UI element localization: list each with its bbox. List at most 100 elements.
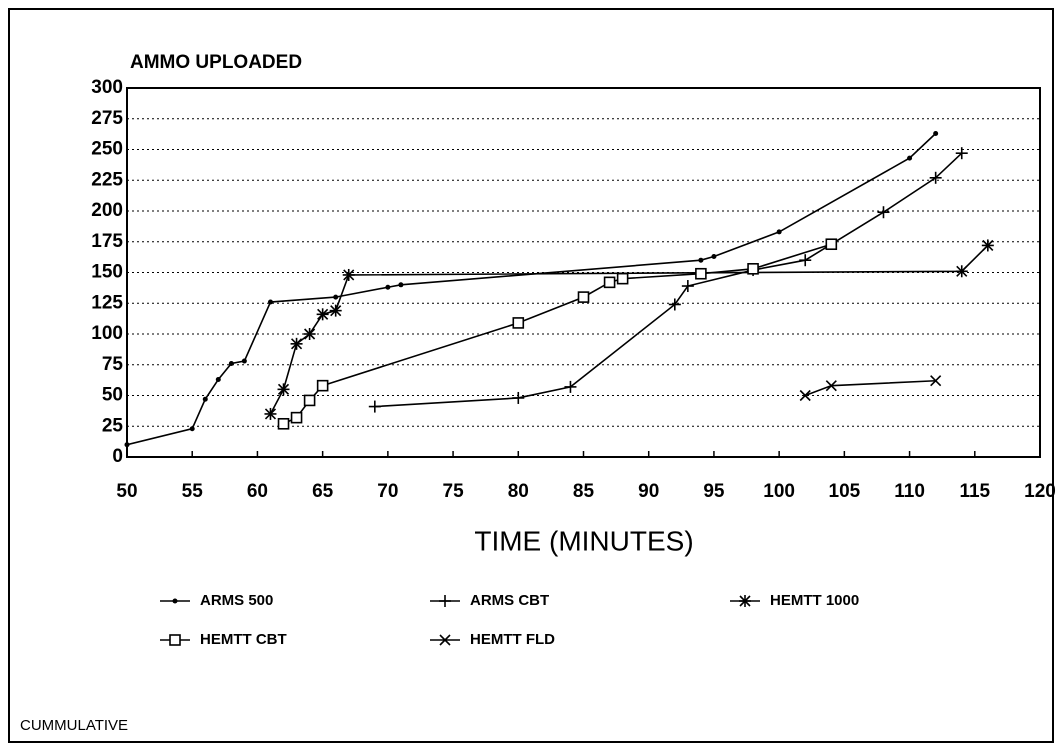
x-tick-label: 120 xyxy=(1024,481,1056,502)
marker xyxy=(215,377,221,383)
marker-square xyxy=(290,411,303,424)
y-tick-label: 275 xyxy=(91,108,123,129)
marker xyxy=(439,634,451,646)
marker-dot xyxy=(267,299,273,305)
y-tick-label: 75 xyxy=(102,354,124,375)
marker-stroke xyxy=(277,383,290,395)
marker xyxy=(398,282,404,288)
marker-square xyxy=(616,272,629,285)
legend-label: HEMTT 1000 xyxy=(770,592,859,609)
marker xyxy=(189,426,195,432)
marker xyxy=(333,294,339,300)
x-tick-label: 90 xyxy=(638,481,659,502)
legend-entry: ARMS CBT xyxy=(430,592,549,609)
marker-dot xyxy=(698,257,704,263)
marker xyxy=(668,298,681,311)
marker xyxy=(316,379,329,392)
x-tick-label: 80 xyxy=(508,481,529,502)
marker-square xyxy=(695,267,707,280)
x-axis-label: TIME (MINUTES) xyxy=(474,525,693,556)
y-tick-label: 300 xyxy=(91,77,123,98)
marker-square xyxy=(277,417,290,430)
plot-area xyxy=(126,87,1041,458)
marker xyxy=(616,272,629,285)
marker xyxy=(681,280,694,293)
marker-stroke xyxy=(290,338,303,350)
x-tick-label: 60 xyxy=(247,481,268,502)
marker-stroke xyxy=(930,375,942,387)
marker xyxy=(385,284,391,290)
marker-stroke xyxy=(956,265,968,277)
y-tick-label: 100 xyxy=(91,323,123,344)
marker xyxy=(930,375,942,387)
marker-dot xyxy=(776,229,782,235)
marker-square xyxy=(747,263,759,275)
x-tick-label: 75 xyxy=(443,481,465,502)
marker-square xyxy=(303,394,316,407)
marker-dot xyxy=(385,284,391,290)
marker xyxy=(342,268,355,281)
marker-stroke xyxy=(304,328,316,340)
marker xyxy=(907,155,913,161)
marker-dot xyxy=(907,155,913,161)
marker xyxy=(439,595,451,607)
marker xyxy=(124,442,130,448)
legend-entry: HEMTT FLD xyxy=(430,631,555,648)
marker xyxy=(776,229,782,235)
y-tick-label: 125 xyxy=(91,292,123,313)
marker xyxy=(929,171,942,184)
legend-entry: HEMTT 1000 xyxy=(730,592,859,609)
marker-stroke xyxy=(343,269,355,281)
frame xyxy=(8,8,1054,743)
marker-dot xyxy=(398,282,404,288)
marker xyxy=(264,407,277,420)
marker-stroke xyxy=(330,305,342,317)
marker xyxy=(825,238,838,251)
series-line xyxy=(269,244,989,415)
marker xyxy=(303,328,316,340)
x-tick-label: 85 xyxy=(573,481,595,502)
marker xyxy=(747,263,759,275)
marker-dot xyxy=(202,396,208,402)
x-tick-label: 50 xyxy=(116,481,137,502)
marker xyxy=(303,394,316,407)
series-line xyxy=(374,152,963,408)
marker-dot xyxy=(241,358,247,364)
marker-stroke xyxy=(825,380,837,392)
x-tick-label: 70 xyxy=(377,481,398,502)
marker xyxy=(512,391,525,404)
marker-stroke xyxy=(264,408,277,420)
marker xyxy=(825,380,837,392)
marker xyxy=(277,383,290,396)
marker-dot xyxy=(172,598,178,604)
y-tick-label: 150 xyxy=(91,262,123,283)
x-tick-label: 110 xyxy=(894,481,925,502)
footer: CUMMULATIVE xyxy=(20,717,128,734)
marker-square xyxy=(825,238,838,251)
marker xyxy=(739,595,751,607)
legend-label: ARMS 500 xyxy=(200,592,273,609)
legend-label: HEMTT CBT xyxy=(200,631,287,648)
marker xyxy=(711,254,717,260)
marker-dot xyxy=(189,426,195,432)
marker xyxy=(981,239,994,252)
x-tick-label: 100 xyxy=(763,481,795,502)
marker xyxy=(955,147,968,160)
marker xyxy=(169,634,181,646)
y-tick-label: 25 xyxy=(102,415,124,436)
marker xyxy=(202,396,208,402)
marker xyxy=(512,317,525,329)
marker-stroke xyxy=(317,308,329,320)
marker-stroke xyxy=(739,595,751,607)
y-tick-label: 50 xyxy=(102,385,123,406)
chart-title: AMMO UPLOADED xyxy=(130,52,302,73)
marker-square xyxy=(169,634,181,646)
y-tick-label: 250 xyxy=(91,139,123,160)
x-tick-label: 65 xyxy=(312,481,334,502)
legend-entry: ARMS 500 xyxy=(160,592,273,609)
marker xyxy=(290,411,303,424)
marker xyxy=(955,265,968,278)
marker-square xyxy=(316,379,329,392)
marker-dot xyxy=(228,361,234,367)
